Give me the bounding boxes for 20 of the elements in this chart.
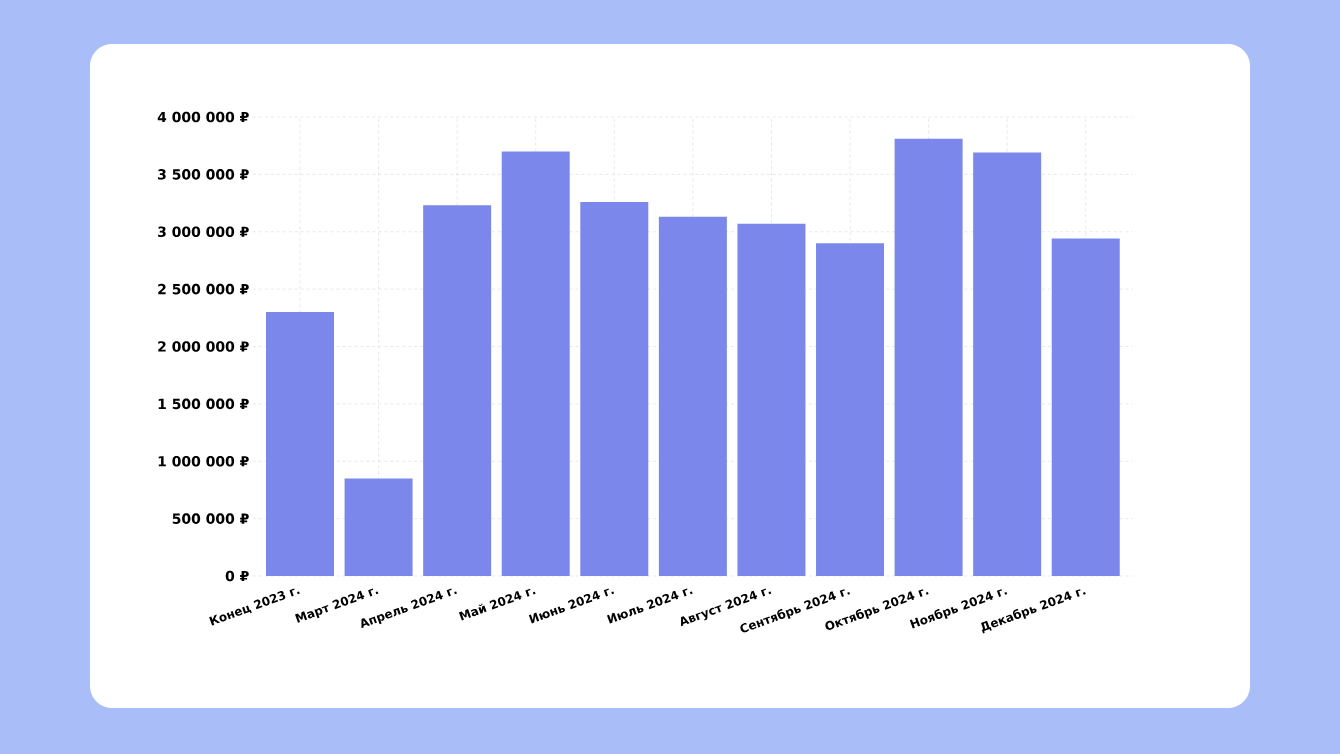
bar — [816, 243, 885, 576]
bar — [658, 216, 727, 576]
bar — [580, 201, 649, 576]
y-tick-label: 2 500 000 ₽ — [158, 283, 249, 295]
y-tick-label: 500 000 ₽ — [172, 513, 249, 524]
bar — [266, 312, 335, 576]
y-tick-label: 3 000 000 ₽ — [158, 226, 249, 238]
y-tick-label: 4 000 000 ₽ — [157, 111, 249, 123]
y-tick-label: 1 500 000 ₽ — [158, 398, 249, 410]
y-tick-label: 1 000 000 ₽ — [158, 455, 249, 467]
bar — [737, 223, 806, 576]
bar — [973, 152, 1042, 576]
bar — [894, 138, 963, 576]
bar — [423, 205, 492, 576]
bar — [344, 478, 413, 576]
y-tick-label: 2 000 000 ₽ — [158, 341, 249, 352]
bar — [1051, 238, 1120, 576]
y-tick-label: 3 500 000 ₽ — [158, 169, 249, 180]
y-tick-label: 0 ₽ — [225, 570, 249, 582]
bar — [501, 151, 570, 576]
